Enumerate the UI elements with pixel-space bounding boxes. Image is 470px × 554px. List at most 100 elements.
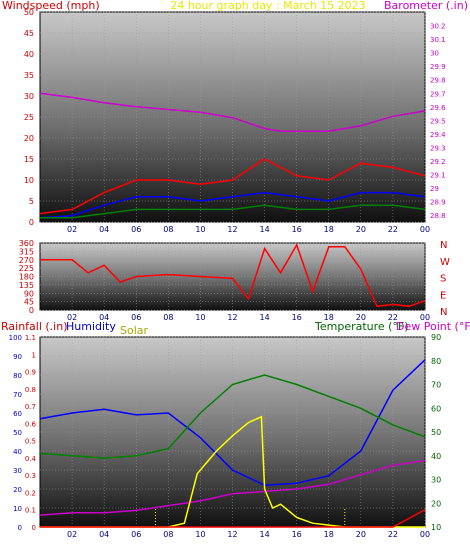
right-y-tick-label: 29.4: [430, 131, 446, 139]
windspeed-axis-title: Windspeed (mph): [2, 0, 100, 12]
series-line-dew-point-f-: [39, 459, 426, 516]
x-tick-label: 04: [99, 225, 109, 234]
x-tick-label: 00: [420, 225, 430, 234]
humidity-label: Humidity: [66, 320, 116, 333]
direction-tick-label: 45: [24, 298, 34, 307]
temperature-tick-label: 10: [431, 523, 441, 532]
rainfall-tick-label: 0.9: [25, 369, 36, 377]
right-y-tick-label: 29.7: [430, 90, 446, 98]
x-tick-label: 14: [259, 530, 269, 539]
right-y-tick-label: 29.6: [430, 104, 446, 112]
left-y-tick-label: 30: [24, 92, 34, 101]
series-line-barometer-in-: [39, 92, 426, 132]
direction-tick-label: 270: [19, 256, 34, 265]
rainfall-tick-label: 0.7: [25, 403, 36, 411]
x-tick-label: 14: [259, 225, 269, 234]
rainfall-tick-label: 0.6: [25, 420, 37, 428]
humidity-tick-label: 90: [13, 353, 22, 361]
x-tick-label: 06: [131, 225, 141, 234]
rainfall-tick-label: 0.1: [25, 507, 36, 515]
humidity-tick-label: 100: [9, 334, 22, 342]
series-line-rainfall-in-: [40, 509, 426, 528]
series-line-temperature-f-: [39, 374, 426, 459]
compass-label: S: [440, 274, 446, 285]
right-y-tick-label: 29.2: [430, 158, 446, 166]
x-tick-label: 02: [67, 313, 77, 322]
rainfall-tick-label: 0.3: [25, 472, 36, 480]
series-line-gust: [39, 158, 426, 215]
rainfall-tick-label: 0.5: [25, 438, 36, 446]
temperature-tick-label: 90: [431, 333, 441, 342]
right-y-tick-label: 29.5: [430, 117, 446, 125]
x-tick-label: 04: [99, 313, 109, 322]
rainfall-label: Rainfall (.in): [1, 320, 68, 333]
x-tick-label: 10: [195, 530, 205, 539]
x-tick-label: 20: [356, 313, 366, 322]
x-tick-label: 16: [292, 313, 302, 322]
temperature-tick-label: 80: [431, 357, 441, 366]
series-line-direction: [40, 243, 426, 308]
humidity-tick-label: 0: [18, 524, 22, 532]
right-y-tick-label: 30.2: [430, 23, 446, 31]
rainfall-tick-label: 0.4: [25, 455, 37, 463]
direction-tick-label: 90: [24, 289, 34, 298]
humidity-tick-label: 60: [13, 410, 22, 418]
left-y-tick-label: 25: [24, 113, 34, 122]
compass-label: W: [440, 257, 450, 268]
x-tick-label: 08: [163, 530, 173, 539]
left-y-tick-label: 10: [24, 176, 34, 185]
left-y-tick-label: 50: [24, 8, 34, 17]
humidity-tick-label: 50: [13, 429, 22, 437]
humidity-tick-label: 20: [13, 486, 22, 494]
temperature-label: Temperature (°F): [314, 320, 409, 333]
humidity-tick-label: 30: [13, 467, 22, 475]
direction-tick-label: 180: [19, 273, 34, 282]
right-y-tick-label: 29.3: [430, 144, 446, 152]
right-y-tick-label: 29.1: [430, 172, 446, 180]
solar-label: Solar: [120, 324, 149, 337]
x-tick-label: 10: [195, 313, 205, 322]
x-tick-label: 22: [388, 313, 398, 322]
right-y-tick-label: 30.1: [430, 36, 446, 44]
barometer-axis-title: Barometer (.in): [384, 0, 468, 12]
humidity-tick-label: 40: [13, 448, 22, 456]
x-tick-label: 12: [227, 530, 237, 539]
dewpoint-label: Dew Point (°F): [396, 320, 470, 333]
series-lines: [39, 92, 426, 528]
left-y-tick-label: 45: [24, 29, 34, 38]
rainfall-tick-label: 1.1: [25, 334, 36, 342]
right-y-tick-label: 28.8: [430, 212, 446, 220]
left-y-tick-label: 20: [24, 134, 34, 143]
compass-label: E: [440, 290, 446, 301]
x-tick-label: 22: [388, 530, 398, 539]
temperature-tick-label: 50: [431, 428, 441, 437]
x-tick-label: 10: [195, 225, 205, 234]
temperature-tick-label: 60: [431, 404, 441, 413]
temperature-tick-label: 30: [431, 476, 441, 485]
rainfall-tick-label: 0.2: [25, 489, 36, 497]
rainfall-tick-label: 0.8: [25, 386, 36, 394]
humidity-tick-label: 10: [13, 505, 22, 513]
left-y-tick-label: 5: [29, 197, 34, 206]
direction-tick-label: 315: [19, 247, 34, 256]
temperature-tick-label: 70: [431, 381, 441, 390]
left-y-tick-label: 0: [29, 218, 34, 227]
x-tick-label: 18: [324, 313, 334, 322]
series-line-average: [39, 191, 426, 219]
x-tick-label: 02: [67, 225, 77, 234]
x-tick-label: 12: [227, 313, 237, 322]
x-tick-label: 02: [67, 530, 77, 539]
left-y-tick-label: 40: [24, 50, 34, 59]
x-tick-label: 12: [227, 225, 237, 234]
temperature-tick-label: 40: [431, 452, 441, 461]
x-tick-label: 20: [356, 530, 366, 539]
right-y-tick-label: 28.9: [430, 199, 446, 207]
left-y-tick-label: 35: [24, 71, 34, 80]
compass-label: N: [440, 240, 447, 251]
rainfall-tick-label: 1: [32, 351, 36, 359]
x-tick-label: 06: [131, 313, 141, 322]
direction-tick-label: 225: [19, 264, 34, 273]
direction-tick-label: 360: [19, 239, 34, 248]
